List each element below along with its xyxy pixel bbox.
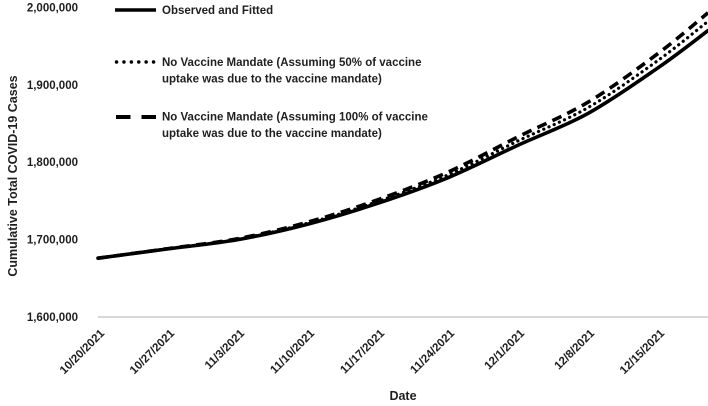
legend-label: Observed and Fitted (162, 5, 273, 17)
legend-item: No Vaccine Mandate (Assuming 100% of vac… (116, 112, 428, 140)
y-tick-label: 1,900,000 (27, 80, 78, 92)
y-tick-label: 1,700,000 (27, 235, 78, 247)
legend-label: uptake was due to the vaccine mandate) (162, 128, 382, 140)
legend-label: uptake was due to the vaccine mandate) (162, 74, 382, 86)
x-tick-label: 11/3/2021 (203, 327, 248, 372)
x-axis-title: Date (389, 389, 416, 403)
series-no-mandate-50pct-line (96, 19, 708, 260)
x-tick-label: 11/24/2021 (408, 327, 457, 376)
y-tick-label: 1,600,000 (27, 312, 78, 324)
x-tick-label: 11/10/2021 (268, 327, 317, 376)
x-tick-label: 10/27/2021 (128, 327, 178, 377)
legend: Observed and Fitted No Vaccine Mandate (A… (114, 5, 428, 140)
y-tick-label: 2,000,000 (27, 2, 78, 14)
legend-item: No Vaccine Mandate (Assuming 50% of vacc… (114, 57, 421, 86)
y-axis-title: Cumulative Total COVID-19 Cases (6, 75, 20, 276)
x-tick-label: 11/17/2021 (338, 327, 387, 376)
legend-item: Observed and Fitted (115, 5, 273, 17)
legend-label: No Vaccine Mandate (Assuming 50% of vacc… (162, 57, 421, 69)
series-observed-fitted-line (96, 28, 708, 260)
legend-label: No Vaccine Mandate (Assuming 100% of vac… (162, 112, 428, 124)
x-tick-label: 12/8/2021 (552, 327, 597, 372)
x-tick-label: 12/15/2021 (618, 327, 668, 377)
y-tick-label: 1,800,000 (27, 157, 78, 169)
x-tick-label: 10/20/2021 (58, 327, 108, 377)
x-tick-label: 12/1/2021 (482, 327, 527, 372)
